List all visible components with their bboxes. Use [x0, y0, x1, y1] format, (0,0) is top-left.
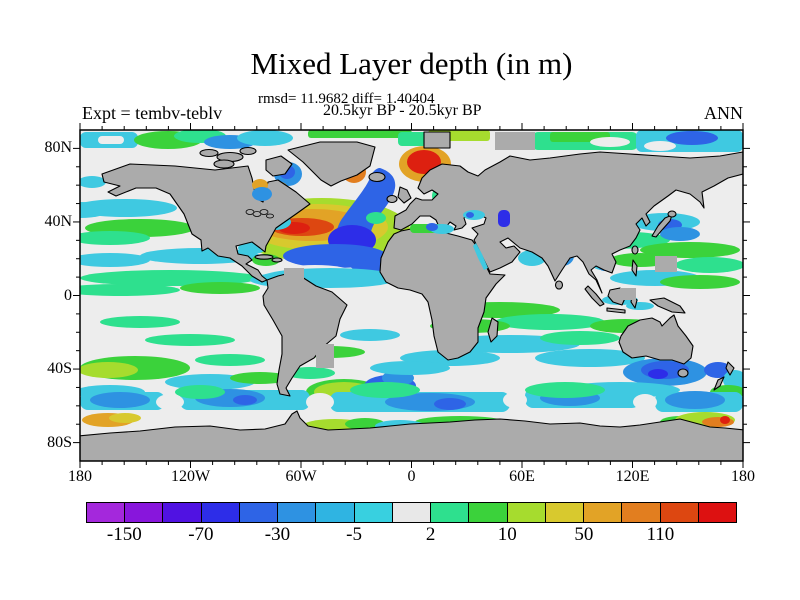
lat-label-40S: 40S	[47, 360, 72, 378]
island-madagascar	[487, 317, 499, 343]
island-hokkaido	[667, 210, 677, 218]
colorbar-cell-11	[507, 503, 546, 522]
island-new-guinea	[649, 297, 686, 314]
world-map	[73, 123, 750, 468]
continent-australia	[618, 314, 694, 365]
colorbar-label--70: -70	[188, 524, 214, 545]
island-ireland	[386, 194, 398, 204]
island-baffin	[265, 155, 293, 177]
colorbar-label--30: -30	[264, 524, 291, 545]
island-svalbard	[423, 131, 451, 149]
colorbar-label--5: -5	[346, 524, 362, 545]
lon-label-180--180: 180	[68, 468, 92, 485]
colorbar-cell-16	[698, 503, 736, 522]
colorbar-cell-9	[431, 503, 470, 522]
colorbar-cell-13	[584, 503, 623, 522]
island-sumatra	[584, 285, 605, 307]
lat-label-40N: 40N	[44, 212, 72, 230]
island-hispaniola	[271, 257, 283, 263]
subtitle-period: 20.5kyr BP - 20.5kyr BP	[323, 102, 482, 119]
lat-label-0: 0	[64, 286, 72, 304]
continents	[80, 131, 743, 461]
colorbar-cell-6	[316, 503, 355, 522]
lon-label-120W--120: 120W	[170, 468, 211, 485]
island-japan	[651, 214, 673, 238]
colorbar-cell-10	[469, 503, 508, 522]
subtitle-statistics: rmsd= 11.9682 diff= 1.40404	[258, 91, 435, 107]
lon-label-180-180: 180	[731, 468, 755, 485]
colorbar-label-50: 50	[574, 524, 594, 545]
island-iceland	[368, 171, 386, 183]
island-tasmania	[677, 368, 689, 378]
experiment-label: Expt = tembv-teblv	[82, 103, 223, 123]
island-britain	[397, 186, 412, 204]
island-java	[606, 307, 626, 314]
continent-africa	[379, 227, 506, 361]
island-cuba	[254, 254, 274, 260]
colorbar-cell-0	[87, 503, 126, 522]
island-nz-north	[725, 361, 735, 376]
island-arctic-3	[239, 146, 257, 156]
colorbar-cell-5	[278, 503, 317, 522]
colorbar-cell-3	[201, 503, 240, 522]
enclosed-seas	[252, 179, 510, 270]
colorbar-labels: -150 -70 -30 -5 2 10 50 110	[86, 524, 737, 548]
lon-label-0-0: 0	[407, 468, 416, 485]
great-lakes	[245, 209, 274, 219]
season-label: ANN	[704, 103, 743, 123]
island-nz-south	[713, 376, 725, 391]
colorbar-cell-14	[622, 503, 661, 522]
island-ceylon	[554, 280, 564, 290]
colorbar-cell-4	[239, 503, 279, 522]
colorbar-cell-7	[354, 503, 393, 522]
continent-greenland	[287, 141, 376, 187]
lon-label-60W--60: 60W	[285, 468, 317, 485]
lat-label-80N: 80N	[44, 139, 72, 157]
lon-label-120E-120: 120E	[615, 468, 650, 485]
colorbar-label--150: -150	[106, 524, 142, 545]
colorbar-label-110: 110	[646, 524, 675, 545]
island-taiwan	[631, 245, 639, 255]
continent-south-america	[262, 272, 348, 397]
no-data-patches	[284, 132, 677, 368]
island-victoria	[213, 159, 235, 169]
lat-label-80S: 80S	[47, 433, 72, 451]
map-content	[80, 130, 743, 461]
axis-ticks	[73, 123, 750, 468]
colorbar-cell-1	[125, 503, 164, 522]
lon-label-60E-60: 60E	[509, 468, 535, 485]
page-title: Mixed Layer depth (in m)	[250, 46, 573, 81]
colorbar-cell-12	[545, 503, 585, 522]
colorbar-cell-2	[163, 503, 202, 522]
island-philippines	[631, 259, 638, 277]
colorbar-cell-8	[392, 503, 432, 522]
colorbar-label-10: 10	[497, 524, 517, 545]
colorbar-cell-15	[660, 503, 699, 522]
colorbar-label-2: 2	[425, 524, 436, 545]
continent-antarctica	[80, 410, 743, 461]
island-arctic-2	[199, 148, 219, 158]
colorbar	[86, 502, 737, 523]
